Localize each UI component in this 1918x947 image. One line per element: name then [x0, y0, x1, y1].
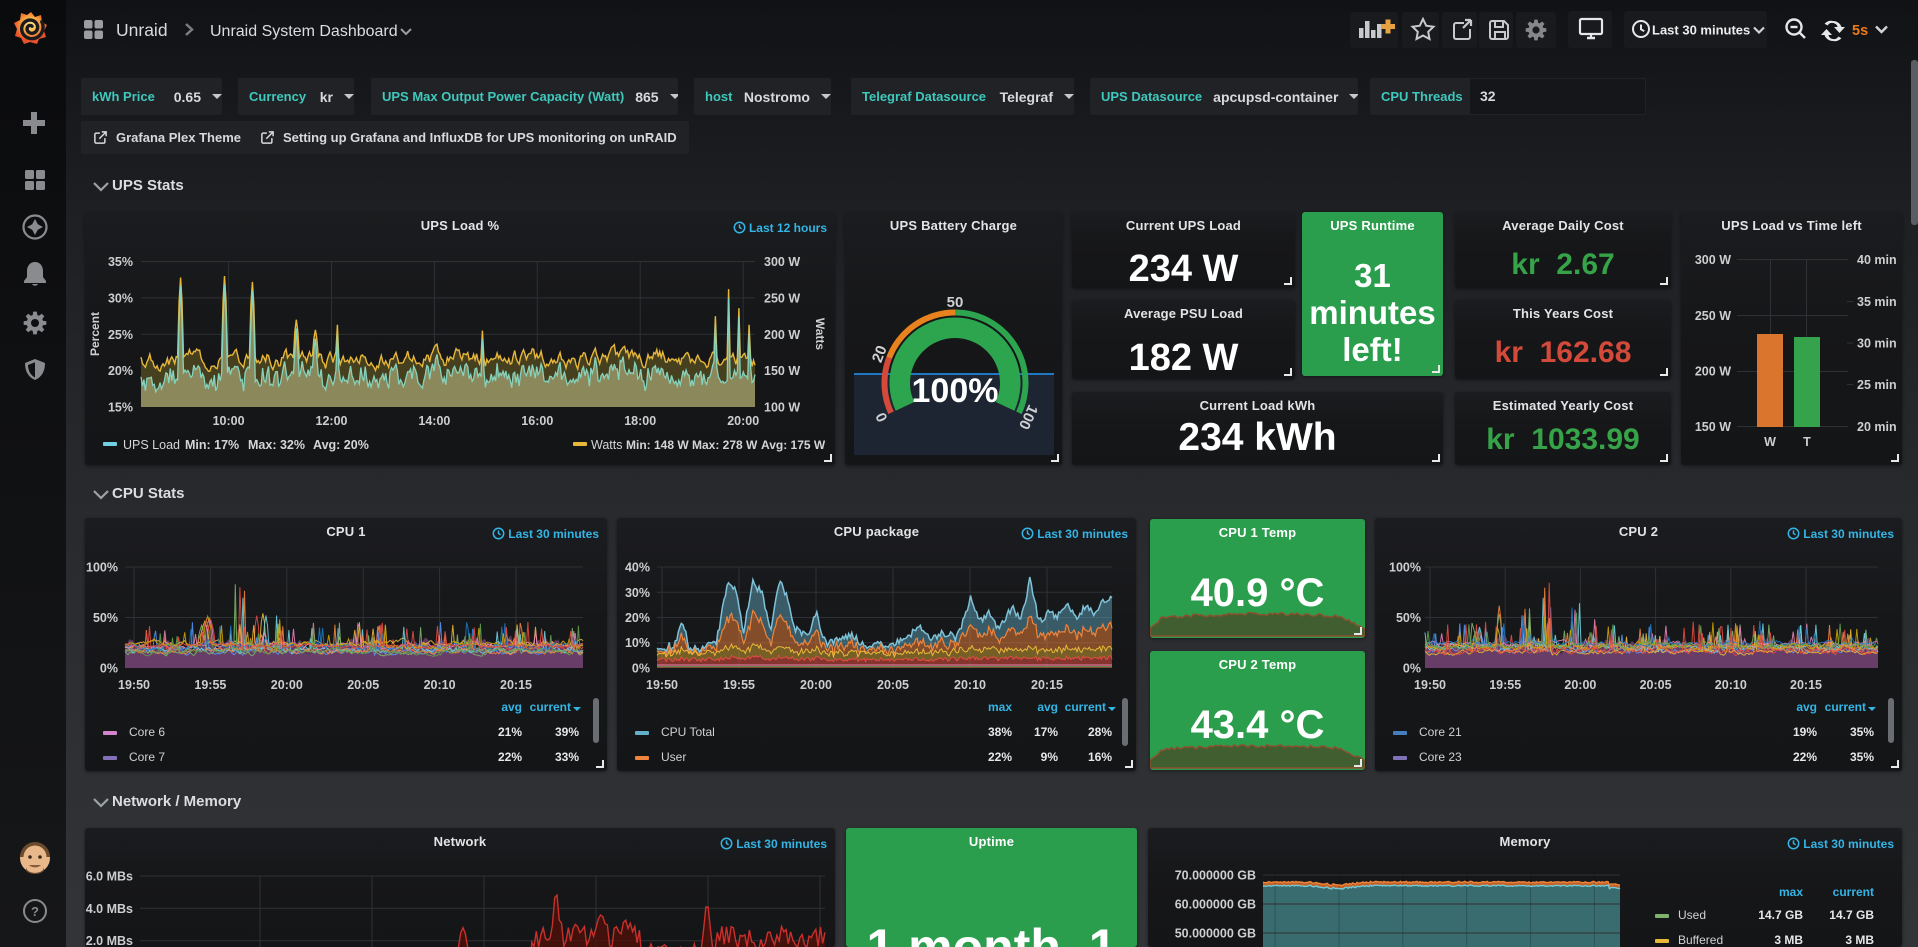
svg-text:6.0 MBs: 6.0 MBs: [86, 870, 133, 884]
svg-text:20:05: 20:05: [347, 678, 379, 692]
svg-text:19:50: 19:50: [1414, 678, 1446, 692]
svg-text:4.0 MBs: 4.0 MBs: [86, 902, 133, 916]
svg-text:20:00: 20:00: [800, 678, 832, 692]
svg-text:Avg: 20%: Avg: 20%: [313, 438, 369, 452]
svg-text:19:55: 19:55: [723, 678, 755, 692]
svg-text:25%: 25%: [108, 328, 133, 342]
svg-text:20:00: 20:00: [727, 414, 759, 428]
svg-text:Avg: 175 W: Avg: 175 W: [761, 438, 826, 452]
svg-text:150 W: 150 W: [764, 364, 800, 378]
svg-text:30 min: 30 min: [1857, 337, 1897, 351]
svg-text:30%: 30%: [108, 291, 133, 305]
svg-text:100%: 100%: [86, 561, 118, 575]
svg-text:50%: 50%: [1396, 611, 1421, 625]
svg-text:100%: 100%: [912, 372, 999, 410]
svg-text:12:00: 12:00: [316, 414, 348, 428]
svg-text:19:50: 19:50: [118, 678, 150, 692]
svg-text:19:55: 19:55: [194, 678, 226, 692]
svg-text:100%: 100%: [1389, 561, 1421, 575]
svg-text:40%: 40%: [625, 561, 650, 575]
svg-text:200 W: 200 W: [1695, 365, 1731, 379]
svg-text:30%: 30%: [625, 586, 650, 600]
svg-text:50.000000 GB: 50.000000 GB: [1175, 927, 1256, 941]
svg-text:50%: 50%: [93, 611, 118, 625]
svg-text:Max: 278 W: Max: 278 W: [692, 438, 758, 452]
svg-text:2.0 MBs: 2.0 MBs: [86, 934, 133, 947]
svg-text:20%: 20%: [108, 364, 133, 378]
svg-text:16:00: 16:00: [521, 414, 553, 428]
svg-text:50: 50: [947, 294, 964, 311]
svg-text:20%: 20%: [625, 611, 650, 625]
svg-text:Min: 17%: Min: 17%: [185, 438, 239, 452]
svg-text:20:00: 20:00: [1564, 678, 1596, 692]
svg-text:19:50: 19:50: [646, 678, 678, 692]
svg-text:20:10: 20:10: [954, 678, 986, 692]
svg-text:20:05: 20:05: [877, 678, 909, 692]
svg-text:200 W: 200 W: [764, 328, 800, 342]
svg-text:W: W: [1764, 435, 1776, 449]
svg-text:10%: 10%: [625, 636, 650, 650]
svg-text:250 W: 250 W: [764, 291, 800, 305]
svg-text:20:15: 20:15: [1790, 678, 1822, 692]
svg-text:20:10: 20:10: [424, 678, 456, 692]
svg-text:20 min: 20 min: [1857, 420, 1897, 434]
svg-text:25 min: 25 min: [1857, 378, 1897, 392]
svg-text:20:10: 20:10: [1715, 678, 1747, 692]
svg-text:20:05: 20:05: [1640, 678, 1672, 692]
svg-text:150 W: 150 W: [1695, 420, 1731, 434]
svg-text:19:55: 19:55: [1489, 678, 1521, 692]
svg-text:Max: 32%: Max: 32%: [248, 438, 305, 452]
svg-text:14:00: 14:00: [418, 414, 450, 428]
svg-text:Percent: Percent: [88, 312, 102, 356]
svg-text:0%: 0%: [1403, 662, 1421, 676]
svg-text:20:15: 20:15: [1031, 678, 1063, 692]
svg-text:300 W: 300 W: [764, 255, 800, 269]
svg-text:15%: 15%: [108, 401, 133, 415]
svg-text:35%: 35%: [108, 255, 133, 269]
svg-text:300 W: 300 W: [1695, 253, 1731, 267]
svg-text:100 W: 100 W: [764, 401, 800, 415]
svg-text:70.000000 GB: 70.000000 GB: [1175, 869, 1256, 883]
svg-text:Watts: Watts: [591, 438, 622, 452]
svg-text:20:00: 20:00: [271, 678, 303, 692]
svg-text:20:15: 20:15: [500, 678, 532, 692]
svg-text:?: ?: [31, 904, 39, 919]
svg-text:5s: 5s: [1852, 23, 1868, 39]
svg-text:35 min: 35 min: [1857, 295, 1897, 309]
svg-text:60.000000 GB: 60.000000 GB: [1175, 898, 1256, 912]
svg-text:Last 30 minutes: Last 30 minutes: [1652, 23, 1750, 38]
svg-text:T: T: [1803, 435, 1811, 449]
svg-text:10:00: 10:00: [213, 414, 245, 428]
svg-text:UPS Load: UPS Load: [123, 438, 180, 452]
svg-text:0%: 0%: [632, 662, 650, 676]
svg-text:40 min: 40 min: [1857, 253, 1897, 267]
svg-text:0%: 0%: [100, 662, 118, 676]
svg-text:Unraid: Unraid: [116, 20, 168, 40]
svg-text:Min: 148 W: Min: 148 W: [626, 438, 689, 452]
svg-text:20: 20: [869, 343, 891, 365]
svg-text:Unraid System Dashboard: Unraid System Dashboard: [210, 23, 398, 40]
svg-text:250 W: 250 W: [1695, 309, 1731, 323]
svg-text:Watts: Watts: [813, 318, 827, 351]
svg-text:18:00: 18:00: [624, 414, 656, 428]
